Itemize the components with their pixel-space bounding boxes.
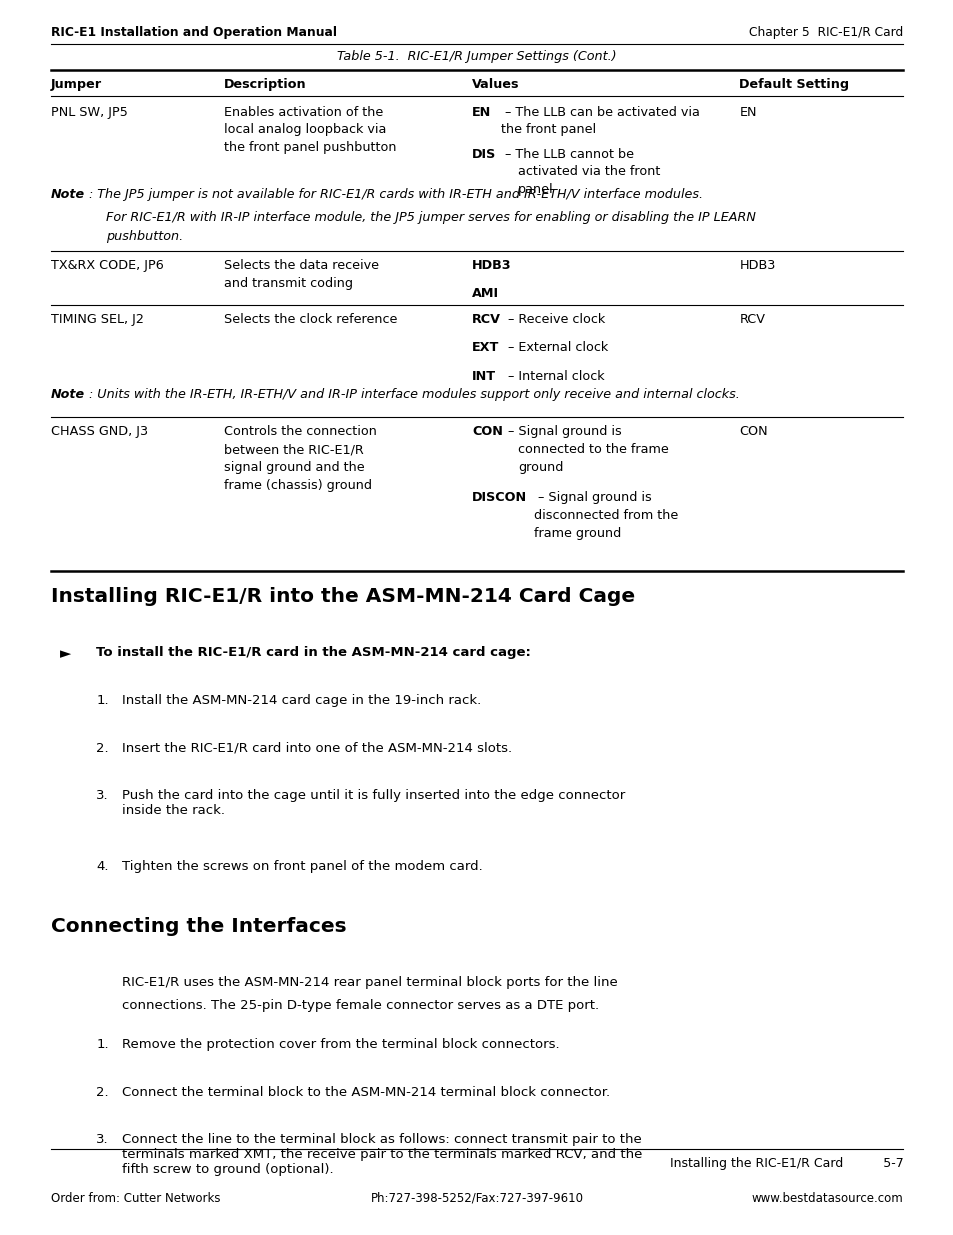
Text: INT: INT — [472, 370, 496, 383]
Text: pushbutton.: pushbutton. — [106, 230, 183, 243]
Text: between the RIC-E1/R: between the RIC-E1/R — [224, 443, 363, 457]
Text: Values: Values — [472, 79, 519, 91]
Text: Remove the protection cover from the terminal block connectors.: Remove the protection cover from the ter… — [122, 1037, 559, 1051]
Text: Tighten the screws on front panel of the modem card.: Tighten the screws on front panel of the… — [122, 860, 482, 873]
Text: PNL SW, JP5: PNL SW, JP5 — [51, 106, 128, 120]
Text: Chapter 5  RIC-E1/R Card: Chapter 5 RIC-E1/R Card — [748, 26, 902, 38]
Text: EXT: EXT — [472, 341, 499, 354]
Text: Controls the connection: Controls the connection — [224, 425, 376, 438]
Text: Selects the data receive: Selects the data receive — [224, 259, 378, 272]
Text: Connect the line to the terminal block as follows: connect transmit pair to the
: Connect the line to the terminal block a… — [122, 1132, 641, 1176]
Text: panel: panel — [517, 183, 553, 196]
Text: EN: EN — [739, 106, 756, 120]
Text: Install the ASM-MN-214 card cage in the 19-inch rack.: Install the ASM-MN-214 card cage in the … — [122, 694, 481, 708]
Text: AMI: AMI — [472, 288, 498, 300]
Text: RCV: RCV — [739, 314, 764, 326]
Text: Order from: Cutter Networks: Order from: Cutter Networks — [51, 1192, 220, 1205]
Text: frame (chassis) ground: frame (chassis) ground — [224, 479, 372, 493]
Text: Push the card into the cage until it is fully inserted into the edge connector
i: Push the card into the cage until it is … — [122, 789, 625, 818]
Text: RIC-E1 Installation and Operation Manual: RIC-E1 Installation and Operation Manual — [51, 26, 336, 38]
Text: Connecting the Interfaces: Connecting the Interfaces — [51, 916, 346, 936]
Text: 2.: 2. — [96, 1086, 109, 1099]
Text: For RIC-E1/R with IR-IP interface module, the JP5 jumper serves for enabling or : For RIC-E1/R with IR-IP interface module… — [106, 211, 755, 225]
Text: local analog loopback via: local analog loopback via — [224, 124, 386, 137]
Text: DISCON: DISCON — [472, 492, 527, 504]
Text: – Signal ground is: – Signal ground is — [534, 492, 651, 504]
Text: Jumper: Jumper — [51, 79, 102, 91]
Text: RIC-E1/R uses the ASM-MN-214 rear panel terminal block ports for the line: RIC-E1/R uses the ASM-MN-214 rear panel … — [122, 976, 618, 989]
Text: connected to the frame: connected to the frame — [517, 443, 668, 457]
Text: – The LLB cannot be: – The LLB cannot be — [500, 148, 633, 162]
Text: Insert the RIC-E1/R card into one of the ASM-MN-214 slots.: Insert the RIC-E1/R card into one of the… — [122, 741, 512, 755]
Text: – External clock: – External clock — [503, 341, 607, 354]
Text: CHASS GND, J3: CHASS GND, J3 — [51, 425, 148, 438]
Text: Enables activation of the: Enables activation of the — [224, 106, 383, 120]
Text: Default Setting: Default Setting — [739, 79, 848, 91]
Text: frame ground: frame ground — [534, 527, 620, 540]
Text: Installing the RIC-E1/R Card          5-7: Installing the RIC-E1/R Card 5-7 — [669, 1156, 902, 1170]
Text: CON: CON — [472, 425, 502, 438]
Text: TX&RX CODE, JP6: TX&RX CODE, JP6 — [51, 259, 163, 272]
Text: and transmit coding: and transmit coding — [224, 277, 353, 290]
Text: – Signal ground is: – Signal ground is — [503, 425, 620, 438]
Text: 3.: 3. — [96, 789, 109, 803]
Text: HDB3: HDB3 — [739, 259, 775, 272]
Text: 1.: 1. — [96, 694, 109, 708]
Text: To install the RIC-E1/R card in the ASM-MN-214 card cage:: To install the RIC-E1/R card in the ASM-… — [96, 646, 531, 659]
Text: activated via the front: activated via the front — [517, 165, 659, 179]
Text: Note: Note — [51, 388, 85, 401]
Text: Ph:727-398-5252/Fax:727-397-9610: Ph:727-398-5252/Fax:727-397-9610 — [370, 1192, 583, 1205]
Text: RCV: RCV — [472, 314, 500, 326]
Text: disconnected from the: disconnected from the — [534, 509, 678, 522]
Text: Table 5-1.  RIC-E1/R Jumper Settings (Cont.): Table 5-1. RIC-E1/R Jumper Settings (Con… — [336, 49, 617, 63]
Text: the front panel pushbutton: the front panel pushbutton — [224, 141, 396, 154]
Text: 1.: 1. — [96, 1037, 109, 1051]
Text: Installing RIC-E1/R into the ASM-MN-214 Card Cage: Installing RIC-E1/R into the ASM-MN-214 … — [51, 587, 634, 605]
Text: – Receive clock: – Receive clock — [503, 314, 604, 326]
Text: : The JP5 jumper is not available for RIC-E1/R cards with IR-ETH and IR-ETH/V in: : The JP5 jumper is not available for RI… — [89, 188, 702, 201]
Text: www.bestdatasource.com: www.bestdatasource.com — [751, 1192, 902, 1205]
Text: TIMING SEL, J2: TIMING SEL, J2 — [51, 314, 143, 326]
Text: EN: EN — [472, 106, 491, 120]
Text: Selects the clock reference: Selects the clock reference — [224, 314, 397, 326]
Text: : Units with the IR-ETH, IR-ETH/V and IR-IP interface modules support only recei: : Units with the IR-ETH, IR-ETH/V and IR… — [89, 388, 739, 401]
Text: 3.: 3. — [96, 1132, 109, 1146]
Text: ►: ► — [60, 646, 71, 661]
Text: – The LLB can be activated via: – The LLB can be activated via — [500, 106, 699, 120]
Text: ground: ground — [517, 462, 563, 474]
Text: HDB3: HDB3 — [472, 259, 512, 272]
Text: connections. The 25-pin D-type female connector serves as a DTE port.: connections. The 25-pin D-type female co… — [122, 999, 598, 1013]
Text: Connect the terminal block to the ASM-MN-214 terminal block connector.: Connect the terminal block to the ASM-MN… — [122, 1086, 610, 1099]
Text: DIS: DIS — [472, 148, 496, 162]
Text: 2.: 2. — [96, 741, 109, 755]
Text: the front panel: the front panel — [500, 124, 596, 137]
Text: Note: Note — [51, 188, 85, 201]
Text: signal ground and the: signal ground and the — [224, 462, 364, 474]
Text: Description: Description — [224, 79, 307, 91]
Text: – Internal clock: – Internal clock — [503, 370, 603, 383]
Text: 4.: 4. — [96, 860, 109, 873]
Text: CON: CON — [739, 425, 767, 438]
